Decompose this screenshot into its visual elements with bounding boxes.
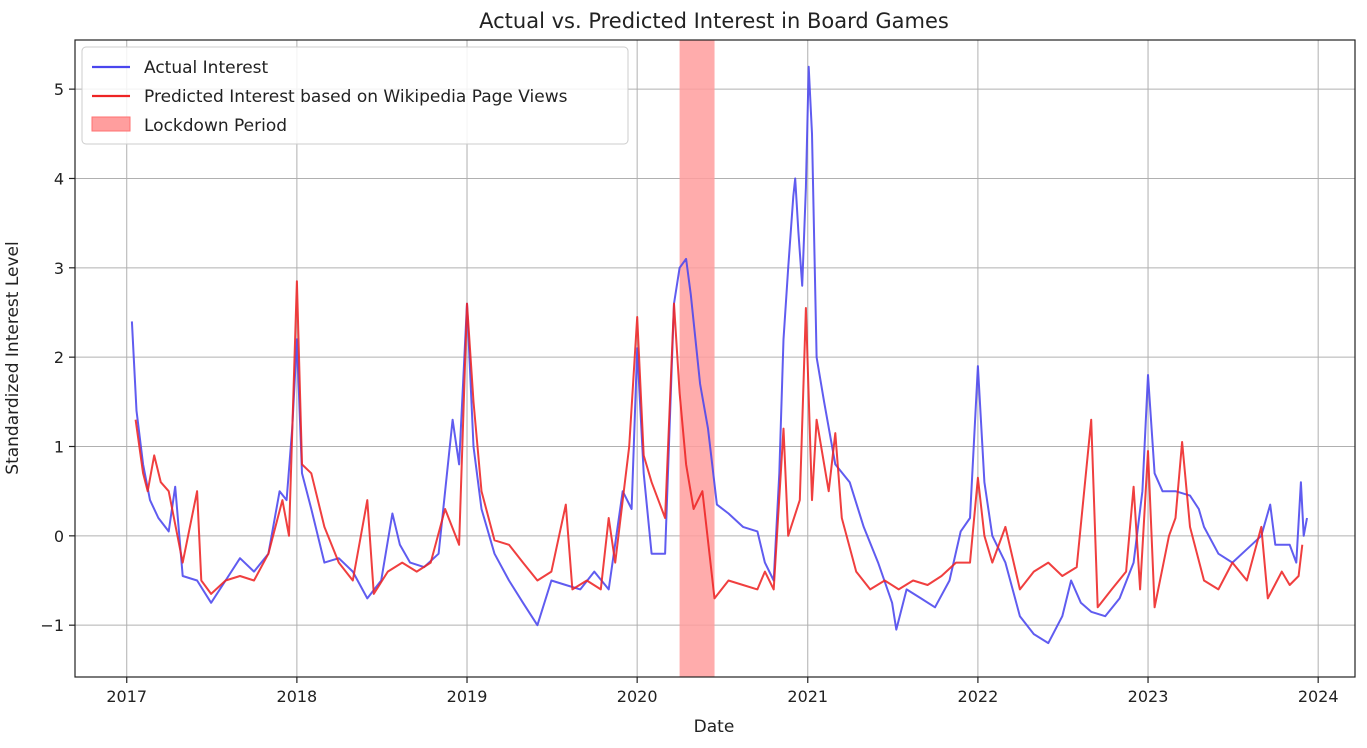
- y-tick-label: 4: [54, 169, 64, 188]
- y-axis-label: Standardized Interest Level: [3, 241, 23, 474]
- x-tick-label: 2024: [1298, 687, 1339, 706]
- y-tick-label: 0: [54, 527, 64, 546]
- x-tick-label: 2020: [617, 687, 658, 706]
- x-tick-label: 2021: [787, 687, 828, 706]
- y-tick-label: −1: [40, 616, 64, 635]
- series-actual-interest-line: [130, 65, 1308, 645]
- x-tick-label: 2023: [1128, 687, 1169, 706]
- grid: [75, 40, 1355, 677]
- y-tick-label: 5: [54, 80, 64, 99]
- legend-swatch-lockdown-period: [91, 116, 131, 132]
- axis-ticks: 2017 2018 2019 2020 2021 2022 2023 2024 −1 0 1 2 3 4 5: [40, 80, 1338, 706]
- x-axis-label: Date: [694, 717, 735, 737]
- series-layer: [130, 65, 1308, 645]
- y-tick-label: 3: [54, 259, 64, 278]
- y-tick-label: 1: [54, 438, 64, 457]
- x-tick-label: 2022: [958, 687, 999, 706]
- plot-frame: [74, 39, 1356, 678]
- legend-label-actual-interest: Actual Interest: [144, 58, 269, 78]
- x-tick-label: 2017: [106, 687, 147, 706]
- legend-box: [81, 46, 629, 145]
- chart-title: Actual vs. Predicted Interest in Board G…: [479, 9, 949, 33]
- series-predicted-interest-line: [134, 280, 1304, 609]
- y-tick-label: 2: [54, 348, 64, 367]
- legend-label-predicted-interest: Predicted Interest based on Wikipedia Pa…: [144, 87, 568, 107]
- legend-label-lockdown-period: Lockdown Period: [144, 116, 287, 136]
- legend: Actual Interest Predicted Interest based…: [81, 46, 629, 145]
- x-tick-label: 2018: [277, 687, 318, 706]
- x-tick-label: 2019: [447, 687, 488, 706]
